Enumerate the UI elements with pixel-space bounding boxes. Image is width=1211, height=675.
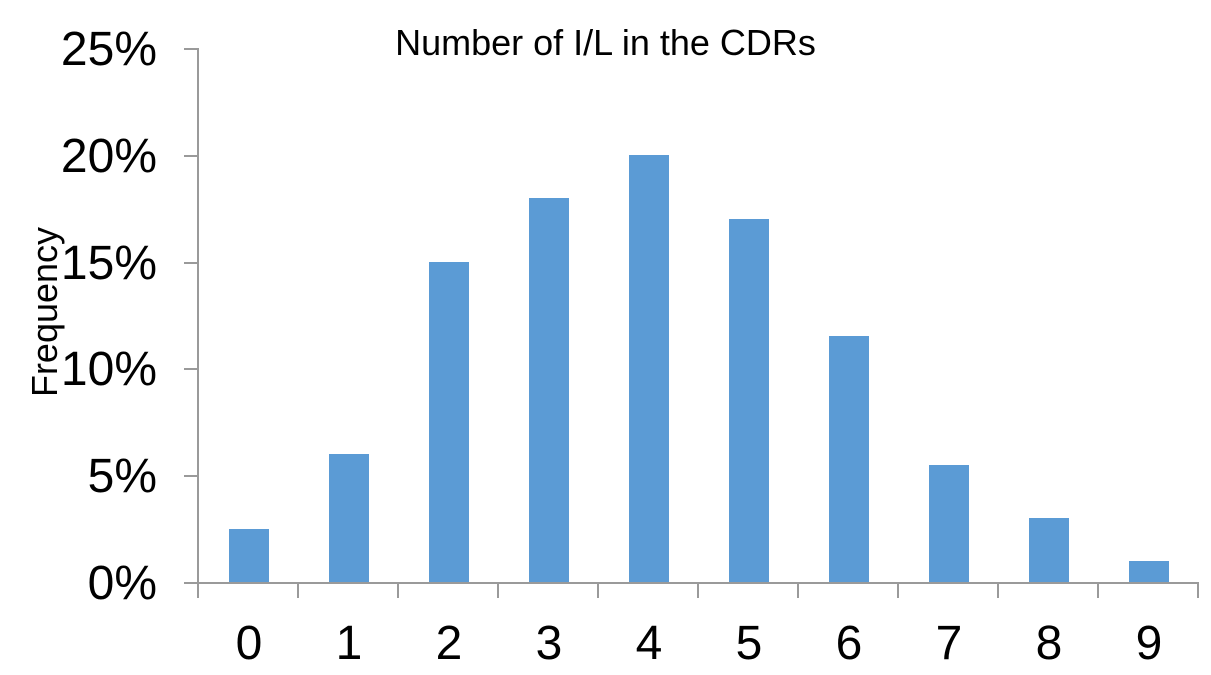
x-axis-line (197, 582, 1199, 584)
y-tick-mark (184, 475, 197, 477)
bar (229, 529, 269, 582)
x-tick-mark (597, 584, 599, 598)
chart-title: Number of I/L in the CDRs (395, 22, 816, 63)
y-tick-label: 10% (60, 343, 157, 396)
x-tick-label: 8 (1035, 617, 1063, 670)
bar (1029, 518, 1069, 582)
x-tick-label: 7 (935, 617, 963, 670)
x-tick-mark (497, 584, 499, 598)
x-tick-label: 5 (735, 617, 763, 670)
bar (529, 198, 569, 582)
y-tick-label: 0% (87, 557, 157, 610)
bar (329, 454, 369, 582)
bar (829, 336, 869, 582)
bar (729, 219, 769, 582)
x-tick-label: 9 (1135, 617, 1163, 670)
bar (1129, 561, 1169, 582)
x-tick-label: 4 (635, 617, 663, 670)
y-tick-label: 25% (60, 23, 157, 76)
x-tick-label: 6 (835, 617, 863, 670)
x-tick-mark (397, 584, 399, 598)
bar (929, 465, 969, 582)
x-tick-mark (697, 584, 699, 598)
x-tick-mark (797, 584, 799, 598)
bar (629, 155, 669, 582)
y-tick-label: 20% (60, 130, 157, 183)
y-tick-mark (184, 155, 197, 157)
x-tick-label: 0 (235, 617, 263, 670)
x-tick-mark (1197, 584, 1199, 598)
y-tick-label: 15% (60, 237, 157, 290)
bar (429, 262, 469, 582)
x-tick-mark (997, 584, 999, 598)
y-tick-label: 5% (87, 450, 157, 503)
x-tick-label: 1 (335, 617, 363, 670)
y-tick-mark (184, 262, 197, 264)
x-tick-mark (197, 584, 199, 598)
x-tick-mark (297, 584, 299, 598)
x-tick-label: 3 (535, 617, 563, 670)
y-tick-mark (184, 368, 197, 370)
y-axis-line (197, 48, 199, 584)
x-tick-mark (1097, 584, 1099, 598)
x-tick-mark (897, 584, 899, 598)
y-tick-mark (184, 48, 197, 50)
x-tick-label: 2 (435, 617, 463, 670)
y-tick-mark (184, 582, 197, 584)
